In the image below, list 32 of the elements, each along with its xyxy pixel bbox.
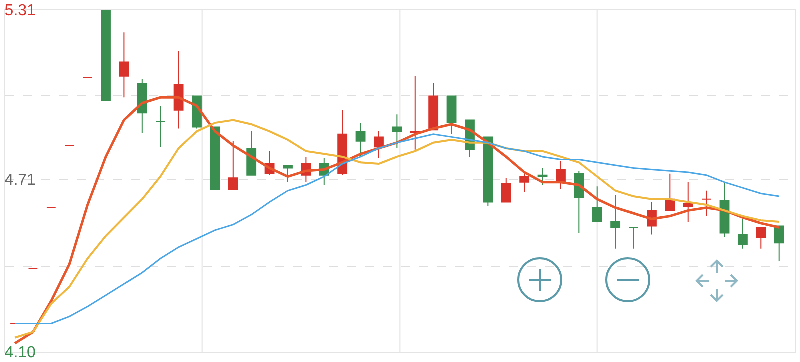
candlestick (610, 194, 621, 250)
candlestick (683, 182, 694, 222)
candlestick (738, 218, 748, 250)
candlestick (174, 50, 184, 130)
candlestick (374, 131, 384, 159)
candlestick (665, 173, 676, 212)
candlestick (483, 136, 494, 207)
candlestick (628, 227, 639, 250)
y-tick-label: 4.10 (4, 344, 36, 362)
candlestick (101, 10, 111, 101)
candlestick (210, 126, 220, 190)
candlestick (774, 226, 784, 262)
candlestick (410, 76, 420, 150)
candlestick (592, 186, 602, 222)
candlestick (556, 160, 566, 190)
candlestick (538, 168, 548, 186)
candlestick (446, 96, 457, 135)
candlestick (702, 190, 712, 217)
candlestick (228, 140, 238, 190)
candlestick (428, 82, 439, 131)
candlestick (574, 170, 584, 234)
candlestick (501, 178, 512, 203)
y-tick-label: 5.31 (4, 2, 36, 20)
candlestick (392, 114, 402, 149)
candlestick (756, 227, 766, 250)
candlestick (283, 164, 293, 183)
candlestick (720, 182, 730, 238)
candlestick (119, 32, 130, 98)
candlestick (356, 122, 366, 158)
y-tick-label: 4.71 (4, 172, 36, 190)
candlestick (156, 106, 166, 148)
candlestick (137, 78, 148, 134)
